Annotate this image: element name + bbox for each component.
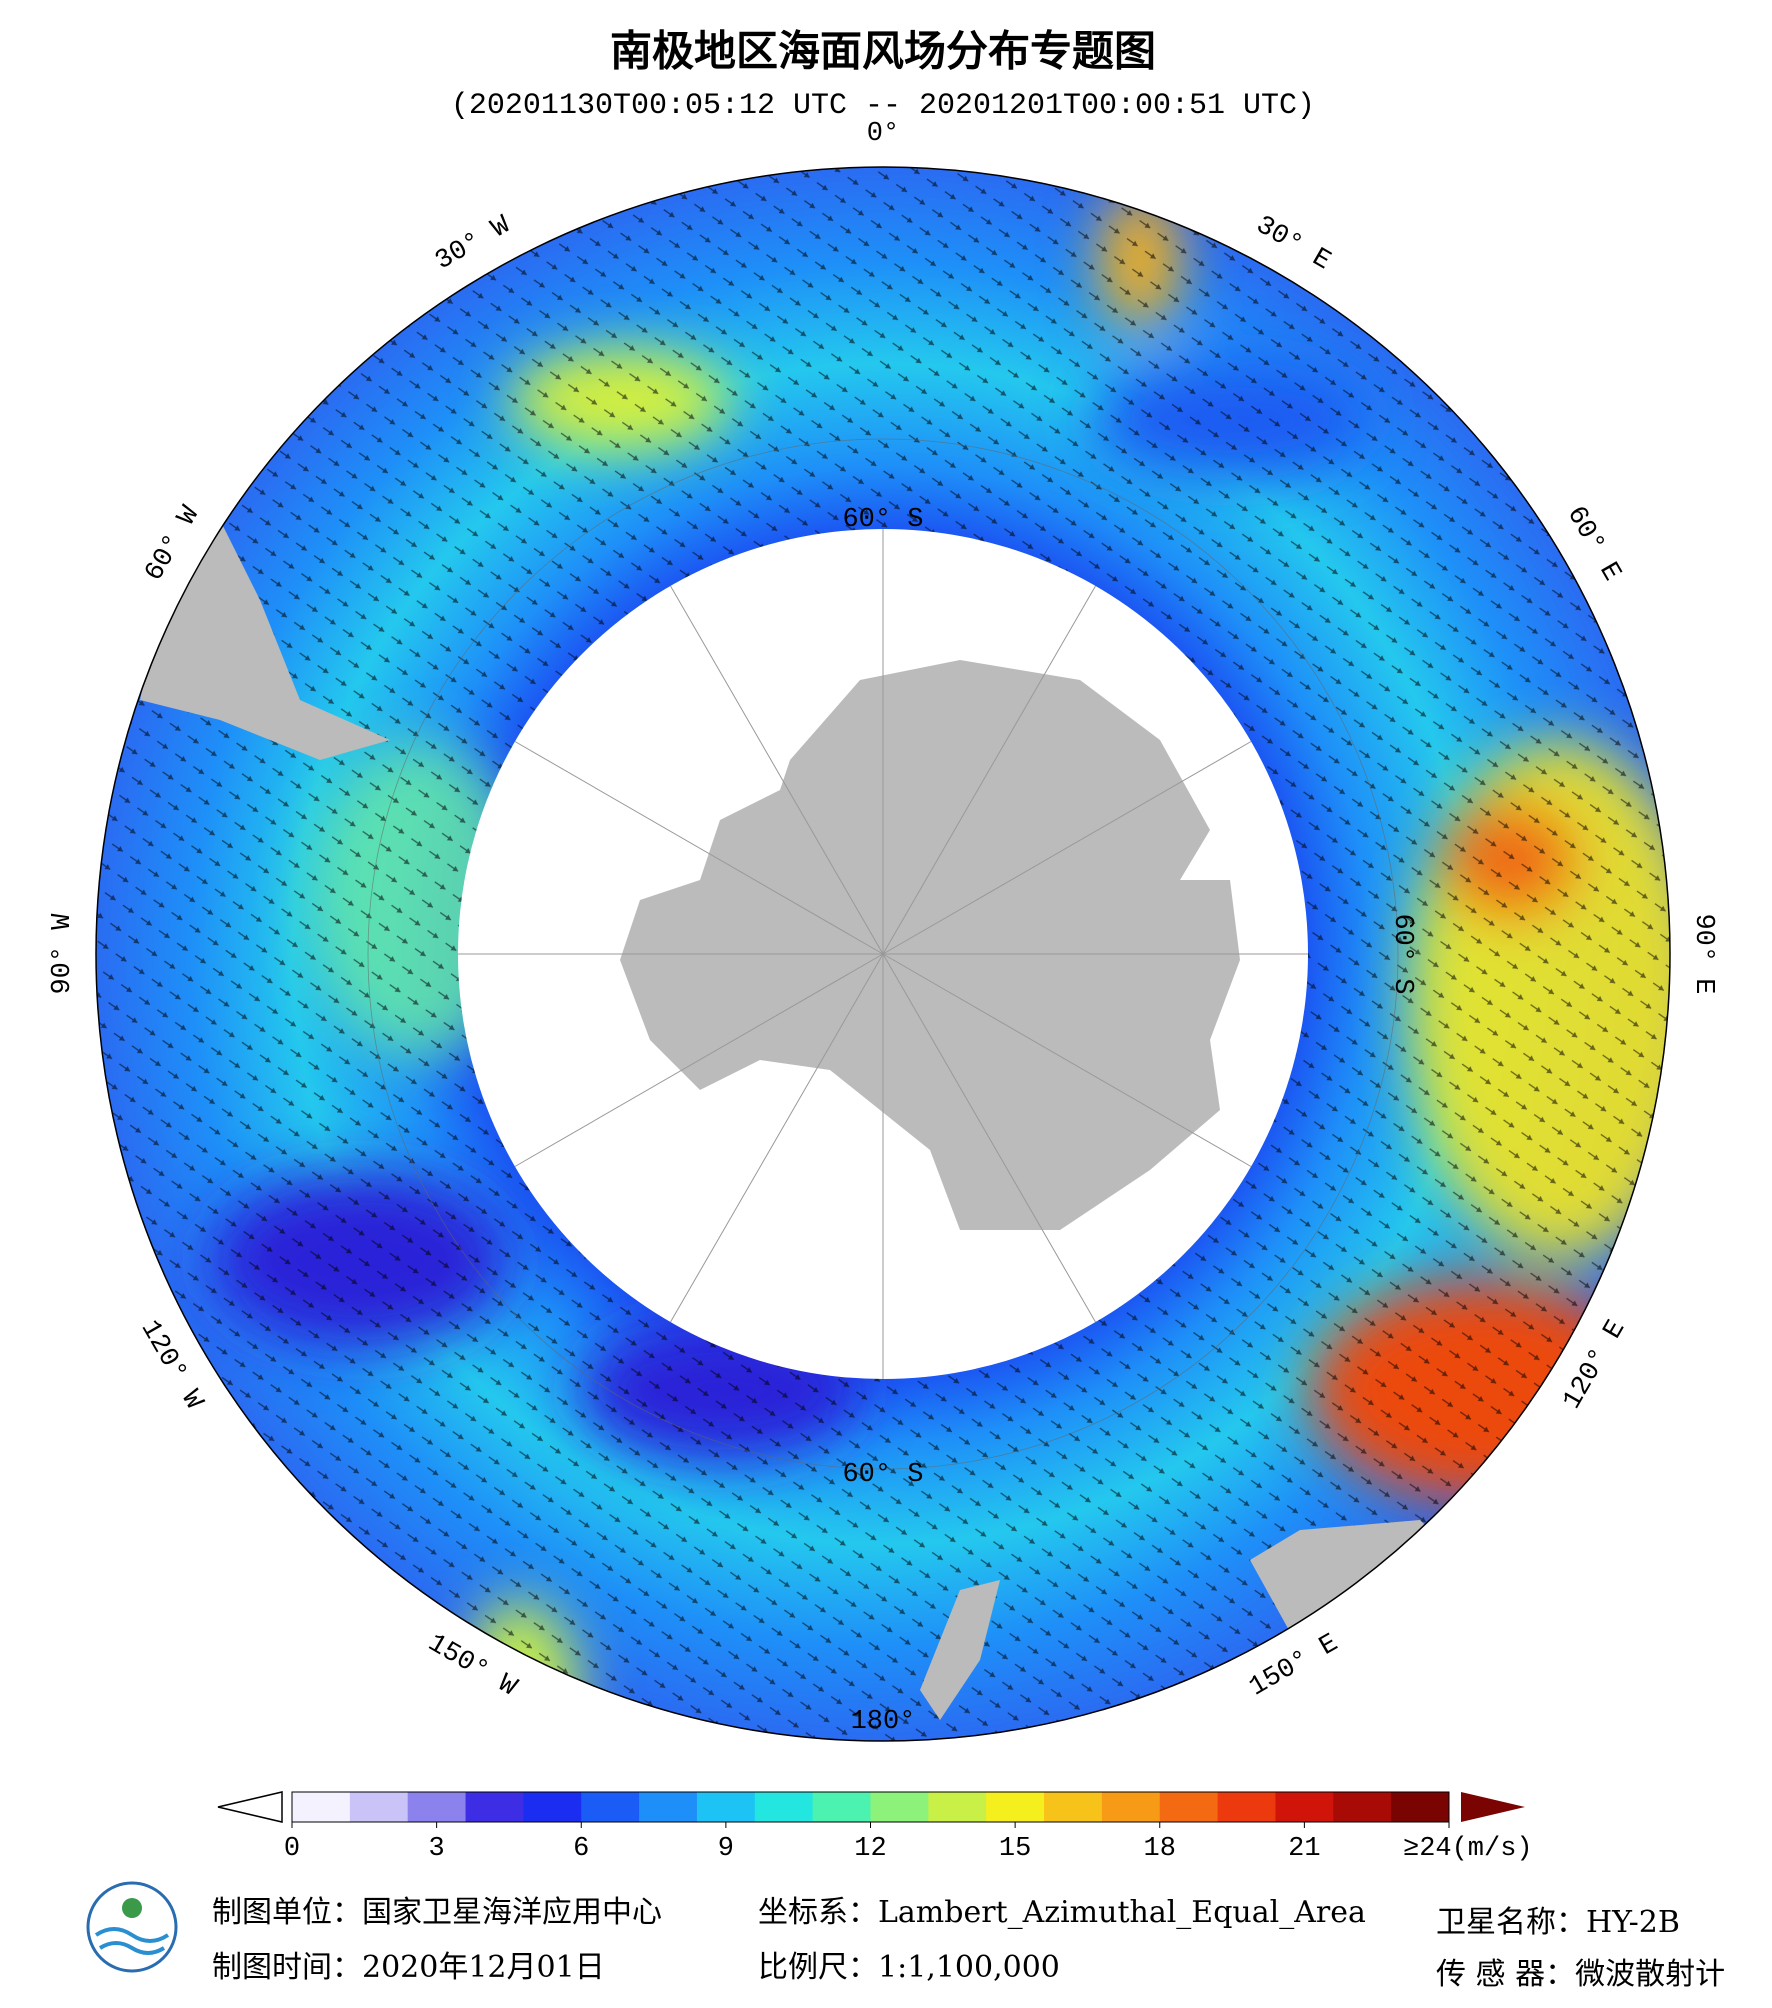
south-america xyxy=(140,520,390,760)
meridian xyxy=(670,585,884,955)
colorbar-segment xyxy=(465,1792,524,1822)
footer-unit: 制图单位：国家卫星海洋应用中心 xyxy=(212,1895,662,1930)
colorbar-segment xyxy=(639,1792,698,1822)
footer-satellite: 卫星名称：HY-2B xyxy=(1436,1905,1680,1940)
colorbar-segment xyxy=(407,1792,467,1822)
footer-sensor: 传 感 器：微波散射计 xyxy=(1436,1957,1725,1992)
colorbar-segment xyxy=(870,1792,929,1822)
colorbar-segment xyxy=(523,1792,582,1822)
footer-date: 制图时间：2020年12月01日 xyxy=(212,1950,605,1985)
latitude-label: 60° S xyxy=(842,505,923,535)
subtitle: (20201130T00:05:12 UTC -- 20201201T00:00… xyxy=(451,89,1315,123)
colorbar-segment xyxy=(581,1792,640,1822)
colorbar-segment xyxy=(1101,1792,1161,1822)
colorbar-segment xyxy=(986,1792,1045,1822)
colorbar-tick-label: 9 xyxy=(718,1834,734,1864)
colorbar-segment xyxy=(349,1792,409,1822)
footer-crs: 坐标系：Lambert_Azimuthal_Equal_Area xyxy=(758,1895,1366,1930)
footer-scale: 比例尺：1:1,100,000 xyxy=(758,1950,1060,1985)
meridian xyxy=(882,741,1252,955)
colorbar-segment xyxy=(928,1792,987,1822)
colorbar-tick-label: 15 xyxy=(999,1834,1031,1864)
logo xyxy=(86,1881,178,1973)
colorbar-segment xyxy=(1275,1792,1334,1822)
colorbar-tick-label: 6 xyxy=(573,1834,589,1864)
longitude-label: 0° xyxy=(867,119,899,149)
colorbar-max-arrow xyxy=(1461,1792,1525,1822)
longitude-label: 90° W xyxy=(48,913,78,995)
latitude-label: 60° S xyxy=(1387,913,1417,994)
meridian xyxy=(882,585,1096,955)
meridian xyxy=(882,953,1096,1323)
title: 南极地区海面风场分布专题图 xyxy=(610,27,1156,76)
colorbar-segment xyxy=(1159,1792,1219,1822)
colorbar-segment xyxy=(1333,1792,1392,1822)
graticule xyxy=(95,166,1671,1742)
longitude-label: 90° E xyxy=(1688,913,1718,994)
colorbar-tick-label: 0 xyxy=(284,1834,300,1864)
meridian xyxy=(670,953,884,1323)
colorbar: 0 3 6 9 12 15 18 21 ≥24(m/s) xyxy=(217,1791,1533,1864)
new-zealand xyxy=(920,1580,1000,1720)
colorbar-tick-label: 18 xyxy=(1144,1834,1176,1864)
map-border xyxy=(95,166,1671,1742)
meridian xyxy=(514,953,884,1167)
colorbar-segment xyxy=(1391,1792,1450,1822)
colorbar-tick-label: ≥24(m/s) xyxy=(1403,1834,1533,1864)
colorbar-segment xyxy=(1044,1792,1103,1822)
latitude-line xyxy=(367,438,1399,1470)
colorbar-tick-label: 3 xyxy=(429,1834,445,1864)
meridian xyxy=(514,741,884,955)
longitude-label: 180° xyxy=(851,1707,916,1737)
colorbar-segment xyxy=(696,1792,756,1822)
colorbar-tick-label: 12 xyxy=(854,1834,886,1864)
meridian xyxy=(882,953,1252,1167)
colorbar-segment xyxy=(1217,1792,1276,1822)
colorbar-tick-label: 21 xyxy=(1288,1834,1320,1864)
antarctica xyxy=(620,660,1240,1230)
colorbar-segment xyxy=(754,1792,814,1822)
colorbar-min-arrow xyxy=(217,1791,283,1823)
colorbar-segment xyxy=(292,1792,351,1822)
latitude-label: 60° S xyxy=(842,1460,923,1490)
colorbar-segment xyxy=(812,1792,871,1822)
